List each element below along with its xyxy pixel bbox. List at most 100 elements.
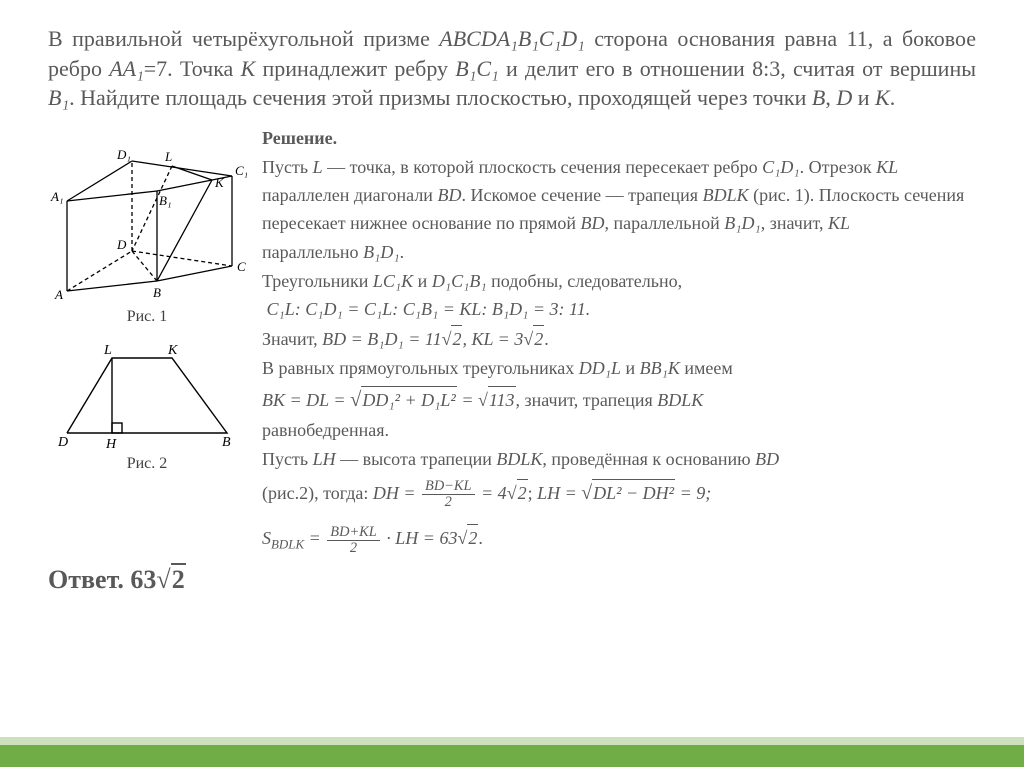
formula: BD = B₁D₁ = 11: [322, 329, 441, 349]
problem-text: и: [852, 85, 875, 110]
svg-text:L: L: [103, 343, 112, 358]
answer-value: 63: [130, 565, 156, 594]
sol-text: В равных прямоугольных треугольниках: [262, 358, 579, 378]
svg-text:K: K: [214, 175, 225, 190]
svg-text:H: H: [105, 437, 117, 452]
svg-text:A: A: [54, 287, 63, 302]
problem-text: В правильной четырёхугольной призме: [48, 26, 439, 51]
sol-text: .: [544, 329, 549, 349]
var-b: B: [812, 85, 825, 110]
sol-text: имеем: [680, 358, 733, 378]
var: BB₁K: [640, 358, 680, 378]
sol-text: ;: [528, 483, 538, 503]
var: C₁D₁: [762, 157, 800, 177]
sol-text: и: [621, 358, 640, 378]
formula: LH =: [537, 483, 581, 503]
problem-text: . Найдите площадь сечения этой призмы пл…: [69, 85, 812, 110]
sol-text: (рис.2), тогда:: [262, 483, 373, 503]
var-prism: ABCDA₁B₁C₁D₁: [439, 26, 584, 51]
footer-decoration: [0, 737, 1024, 767]
sol-text: — точка, в которой плоскость сечения пер…: [323, 157, 763, 177]
sol-text: Треугольники: [262, 271, 373, 291]
var: DD₁L: [579, 358, 621, 378]
formula: DH =: [373, 483, 420, 503]
sol-text: подобны, следовательно,: [487, 271, 683, 291]
fraction: BD−KL2: [422, 479, 475, 510]
formula: = 9;: [675, 483, 711, 503]
sqrt-radicand: 2: [517, 479, 528, 508]
var: BD: [437, 185, 461, 205]
fraction: BD+KL2: [327, 525, 380, 556]
var: B₁D₁: [724, 213, 761, 233]
figure-2-trapezoid: D B L K H: [52, 338, 242, 453]
svg-text:B: B: [153, 285, 161, 300]
var-k: K: [241, 56, 256, 81]
sqrt-radicand: DD₁² + D₁L²: [361, 386, 456, 415]
sol-text: Пусть: [262, 157, 313, 177]
slide: В правильной четырёхугольной призме ABCD…: [0, 0, 1024, 767]
frac-den: 2: [422, 495, 475, 510]
var-k2: K: [875, 85, 890, 110]
problem-text: и делит его в отношении 8:3, считая от в…: [499, 56, 976, 81]
frac-den: 2: [327, 541, 380, 556]
problem-text: .: [890, 85, 896, 110]
var: LH: [313, 449, 336, 469]
svg-text:A₁: A₁: [50, 189, 63, 204]
var: BDLK: [657, 390, 703, 410]
answer: Ответ. 63√2: [0, 563, 1024, 595]
figure-1-caption: Рис. 1: [42, 308, 252, 326]
sol-text: , значит, трапеция: [516, 390, 658, 410]
answer-label: Ответ.: [48, 565, 130, 594]
svg-text:C₁: C₁: [235, 163, 247, 178]
formula: =: [304, 528, 325, 548]
formula: S: [262, 528, 271, 548]
sqrt-radicand: 2: [467, 524, 478, 553]
figure-2-caption: Рис. 2: [42, 455, 252, 473]
solution-text: Решение. Пусть L — точка, в которой плос…: [252, 125, 982, 557]
problem-text: =7. Точка: [144, 56, 241, 81]
figures-column: A B C D A₁ B₁ C₁ D₁ K L Рис. 1: [42, 125, 252, 557]
content-row: A B C D A₁ B₁ C₁ D₁ K L Рис. 1: [0, 113, 1024, 557]
sol-text: и: [413, 271, 432, 291]
var-b1c1: B₁C₁: [455, 56, 498, 81]
footer-light-bar: [0, 737, 1024, 745]
sqrt-icon: √: [523, 329, 533, 349]
sqrt-icon: √: [156, 565, 170, 594]
sol-text: , проведённая к основанию: [542, 449, 755, 469]
figure-1-prism: A B C D A₁ B₁ C₁ D₁ K L: [47, 131, 247, 306]
svg-text:L: L: [164, 149, 172, 164]
var: BD: [581, 213, 605, 233]
sqrt-radicand: 2: [451, 325, 462, 354]
formula: = 4: [477, 483, 507, 503]
var: BDLK: [703, 185, 749, 205]
sol-text: . Отрезок: [800, 157, 877, 177]
sol-text: Значит,: [262, 329, 322, 349]
formula: , KL = 3: [462, 329, 523, 349]
sol-text: Пусть: [262, 449, 313, 469]
formula: C₁L: C₁D₁ = C₁L: C₁B₁ = KL: B₁D₁ = 3: 11…: [267, 299, 591, 319]
var: LC₁K: [373, 271, 413, 291]
sol-text: .: [478, 528, 483, 548]
sqrt-icon: √: [442, 329, 452, 349]
sol-text: , значит,: [761, 213, 828, 233]
var: L: [313, 157, 323, 177]
sqrt-radicand: 2: [171, 563, 186, 595]
footer-green-bar: [0, 745, 1024, 767]
problem-text: ,: [825, 85, 836, 110]
var: BD: [755, 449, 779, 469]
formula: · LH = 63: [382, 528, 458, 548]
svg-text:C: C: [237, 259, 246, 274]
sol-text: параллелен диагонали: [262, 185, 437, 205]
var: KL: [876, 157, 898, 177]
var-aa1: AA₁: [109, 56, 144, 81]
sqrt-icon: √: [507, 483, 517, 503]
svg-text:D: D: [57, 435, 68, 450]
var-b1: B₁: [48, 85, 69, 110]
svg-text:B: B: [222, 435, 231, 450]
frac-num: BD+KL: [327, 525, 380, 541]
sqrt-radicand: 2: [533, 325, 544, 354]
svg-text:D: D: [116, 237, 127, 252]
sol-text: параллельно: [262, 242, 363, 262]
frac-num: BD−KL: [422, 479, 475, 495]
sqrt-icon: √: [350, 389, 361, 411]
